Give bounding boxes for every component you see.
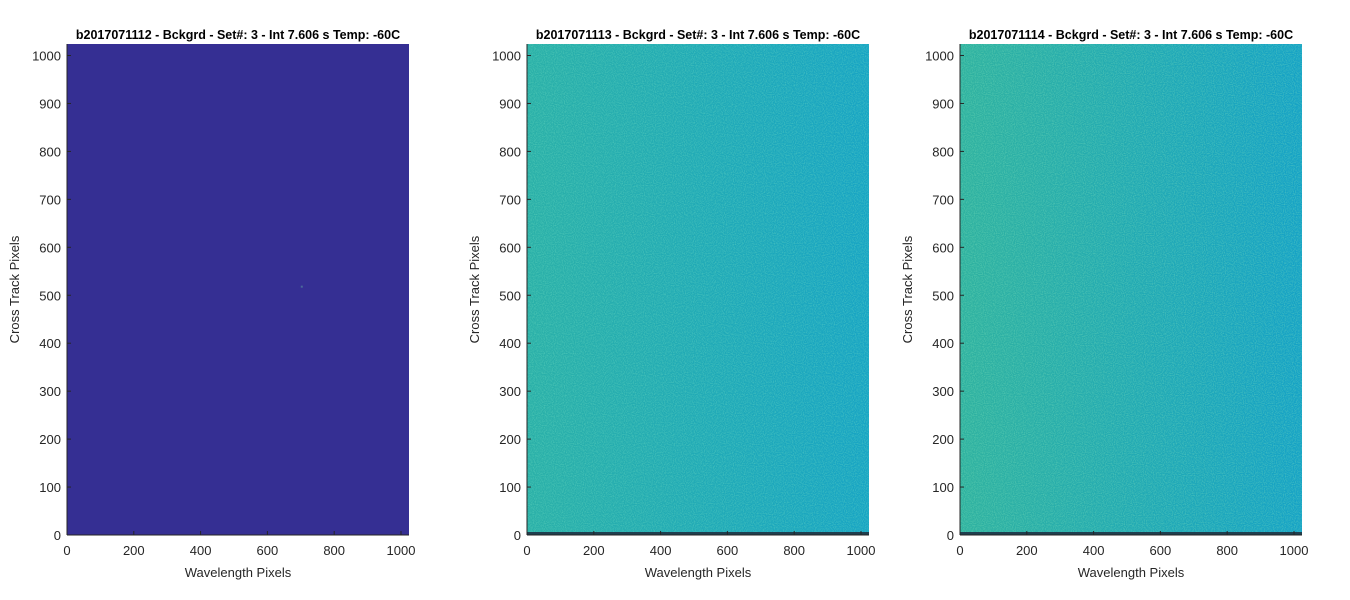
y-tick-label: 1000 bbox=[925, 49, 954, 64]
x-tick-label: 600 bbox=[1150, 543, 1172, 558]
panel-3: 0 200 400 600 800 1000 0 100 200 300 400 500 600 700 8… bbox=[900, 28, 1308, 580]
x-axis-label: Wavelength Pixels bbox=[185, 565, 292, 580]
x-tick-label: 0 bbox=[63, 543, 70, 558]
y-tick-label: 1000 bbox=[32, 49, 61, 64]
y-axis-label: Cross Track Pixels bbox=[900, 235, 915, 343]
y-tick-label: 900 bbox=[499, 96, 521, 111]
y-tick-label: 200 bbox=[932, 432, 954, 447]
y-tick-label: 600 bbox=[932, 240, 954, 255]
y-axis-label: Cross Track Pixels bbox=[467, 235, 482, 343]
y-tick-label: 300 bbox=[39, 384, 61, 399]
panel-2: 0 200 400 600 800 1000 0 100 200 300 400 500 600 700 8… bbox=[467, 28, 875, 580]
y-tick-label: 500 bbox=[499, 288, 521, 303]
y-tick-label: 900 bbox=[39, 96, 61, 111]
x-tick-label: 800 bbox=[1216, 543, 1238, 558]
x-tick-label: 1000 bbox=[387, 543, 416, 558]
x-tick-label: 600 bbox=[717, 543, 739, 558]
x-tick-label: 800 bbox=[783, 543, 805, 558]
x-tick-label: 800 bbox=[323, 543, 345, 558]
chart-title: b2017071112 - Bckgrd - Set#: 3 - Int 7.6… bbox=[76, 28, 400, 42]
panel-1: 0 200 400 600 800 1000 0 100 200 300 400 500 600 700 8… bbox=[7, 28, 415, 580]
hot-pixel bbox=[300, 285, 303, 288]
chart-title: b2017071113 - Bckgrd - Set#: 3 - Int 7.6… bbox=[536, 28, 860, 42]
x-axis-label: Wavelength Pixels bbox=[1078, 565, 1185, 580]
x-tick-label: 400 bbox=[650, 543, 672, 558]
y-tick-label: 700 bbox=[932, 192, 954, 207]
x-tick-label: 200 bbox=[123, 543, 145, 558]
y-tick-label: 200 bbox=[39, 432, 61, 447]
x-tick-label: 1000 bbox=[847, 543, 876, 558]
heatmap-image bbox=[67, 44, 409, 535]
x-tick-label: 400 bbox=[190, 543, 212, 558]
x-tick-label: 0 bbox=[956, 543, 963, 558]
y-tick-label: 600 bbox=[499, 240, 521, 255]
y-tick-label: 700 bbox=[39, 192, 61, 207]
y-tick-label: 100 bbox=[39, 480, 61, 495]
y-tick-label: 500 bbox=[39, 288, 61, 303]
heatmap-noise bbox=[527, 44, 869, 535]
y-tick-label: 0 bbox=[514, 528, 521, 543]
y-tick-label: 900 bbox=[932, 96, 954, 111]
y-tick-label: 0 bbox=[54, 528, 61, 543]
y-tick-label: 400 bbox=[39, 336, 61, 351]
x-tick-label: 600 bbox=[257, 543, 279, 558]
y-tick-label: 800 bbox=[932, 144, 954, 159]
y-tick-label: 500 bbox=[932, 288, 954, 303]
y-tick-label: 400 bbox=[499, 336, 521, 351]
y-tick-label: 700 bbox=[499, 192, 521, 207]
y-tick-label: 200 bbox=[499, 432, 521, 447]
heatmap-bottom-row bbox=[960, 532, 1302, 535]
y-tick-label: 400 bbox=[932, 336, 954, 351]
y-tick-label: 100 bbox=[932, 480, 954, 495]
y-tick-label: 600 bbox=[39, 240, 61, 255]
y-axis-label: Cross Track Pixels bbox=[7, 235, 22, 343]
y-tick-label: 300 bbox=[932, 384, 954, 399]
x-axis-label: Wavelength Pixels bbox=[645, 565, 752, 580]
x-tick-label: 0 bbox=[523, 543, 530, 558]
y-tick-label: 800 bbox=[499, 144, 521, 159]
y-tick-label: 1000 bbox=[492, 49, 521, 64]
heatmap-noise bbox=[960, 44, 1302, 535]
x-tick-label: 1000 bbox=[1280, 543, 1309, 558]
x-tick-label: 400 bbox=[1083, 543, 1105, 558]
chart-title: b2017071114 - Bckgrd - Set#: 3 - Int 7.6… bbox=[969, 28, 1293, 42]
x-tick-label: 200 bbox=[1016, 543, 1038, 558]
y-tick-label: 100 bbox=[499, 480, 521, 495]
y-tick-label: 0 bbox=[947, 528, 954, 543]
y-tick-label: 300 bbox=[499, 384, 521, 399]
heatmap-bottom-row bbox=[527, 532, 869, 535]
y-tick-label: 800 bbox=[39, 144, 61, 159]
x-tick-label: 200 bbox=[583, 543, 605, 558]
